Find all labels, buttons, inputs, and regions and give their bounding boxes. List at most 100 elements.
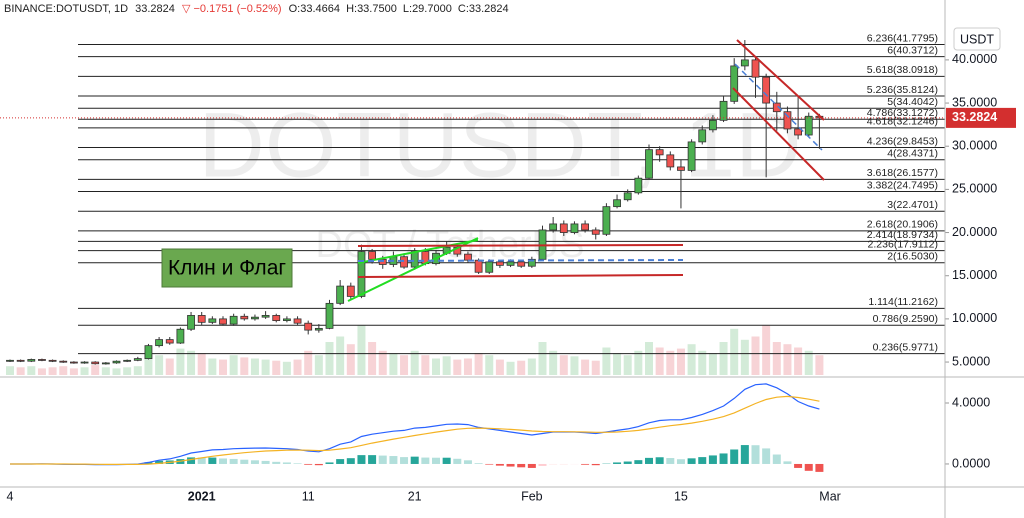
annotation: Клин и Флаг [168,257,286,280]
candle-body [240,315,249,320]
histogram-bar [804,463,813,471]
volume-bar [282,361,291,375]
volume-bar [133,366,142,375]
candle-body [410,251,419,268]
currency: USDT [960,32,994,46]
x-tick-label: 11 [302,489,315,503]
volume-bar [69,368,78,375]
candle-body [38,359,46,361]
volume-bar [495,359,504,375]
histogram-bar [272,461,281,464]
volume-bar [357,325,366,375]
histogram-bar [634,460,643,464]
y-tick-label: 10.0000 [952,311,997,325]
candle-body [197,315,206,323]
histogram-bar [336,459,345,464]
watermark: DOTUSDT, 1D [198,94,801,196]
fib-label: 2.414(18.9734) [867,229,938,241]
fib-label: 0.236(5.9771) [873,341,938,353]
histogram-bar [432,457,440,464]
volume-bar [421,355,430,375]
candle-body [804,115,813,136]
volume-bar [59,366,68,375]
candle-body [16,359,25,362]
volume-bar [538,342,547,375]
fib-label: 2.236(17.9112) [868,238,938,250]
candle-body [325,302,334,329]
volume-bar [676,348,685,375]
candle-body [357,251,366,297]
volume-bar [602,347,611,375]
histogram-bar [485,463,494,465]
candle-body [474,259,483,273]
histogram-bar [815,463,824,472]
histogram-bar [293,463,302,464]
candle-body [613,199,621,208]
histogram-bar [581,463,590,465]
histogram-bar [400,457,409,464]
candle-body [6,359,14,362]
candle-body [251,316,259,320]
histogram-bar [357,455,366,464]
histogram-bar [229,458,238,464]
histogram-bar [474,463,483,464]
wedge-line [347,237,479,302]
candle-body [144,345,153,359]
histogram-bar [410,456,419,464]
volume-bar [645,342,653,375]
fib-label: 3.618(26.1577) [867,167,938,179]
fib-label: 4(28.4371) [887,147,938,159]
last-price-label: 33.2824 [952,110,997,124]
volume-bar [48,367,57,375]
last: 33.2824 [135,3,175,15]
volume-bar [144,353,153,375]
candle-body [282,318,291,322]
candle-body [623,192,632,201]
volume-bar [112,368,121,375]
volume-bar [517,360,526,375]
volume-bar [698,350,707,375]
volume-bar [655,347,664,375]
candle-body [219,318,227,325]
candle-body [123,359,132,362]
histogram-bar [208,457,217,464]
candle-body [293,318,302,324]
flag-mid [734,63,823,151]
histogram-bar [698,457,707,464]
candle-body [527,258,536,267]
fib-label: 3(22.4701) [887,199,938,211]
fib-label: 4.236(29.8453) [867,135,938,147]
flag-line [732,87,825,181]
candle-body [229,315,238,325]
candle-body [602,206,611,235]
flag-line [736,39,825,121]
volume-bar [772,342,781,375]
volume-bar [314,355,323,375]
volume-bar [751,336,760,375]
candle-body [187,315,195,330]
volume-bar [378,350,387,375]
macd-line [10,395,820,465]
volume-bar [229,355,238,375]
volume-bar [336,336,345,375]
histogram-bar [304,463,313,465]
volume-bar [155,355,164,375]
volume-bar [16,367,25,375]
channel-line [357,244,684,247]
histogram-bar [197,457,206,464]
candle-body [517,261,526,267]
histogram-bar [623,461,632,464]
volume-bar [346,344,355,375]
volume-bar [794,347,803,375]
candle-body [559,223,568,233]
volume-bar [804,350,813,375]
x-tick-label: 2021 [188,489,216,503]
histogram-bar [261,460,270,464]
histogram-bar [666,458,675,464]
volume-bar [27,366,36,375]
histogram-bar [676,459,685,464]
channel-mid [357,259,684,262]
histogram-bar [527,463,536,468]
close: C:33.2824 [458,3,509,15]
